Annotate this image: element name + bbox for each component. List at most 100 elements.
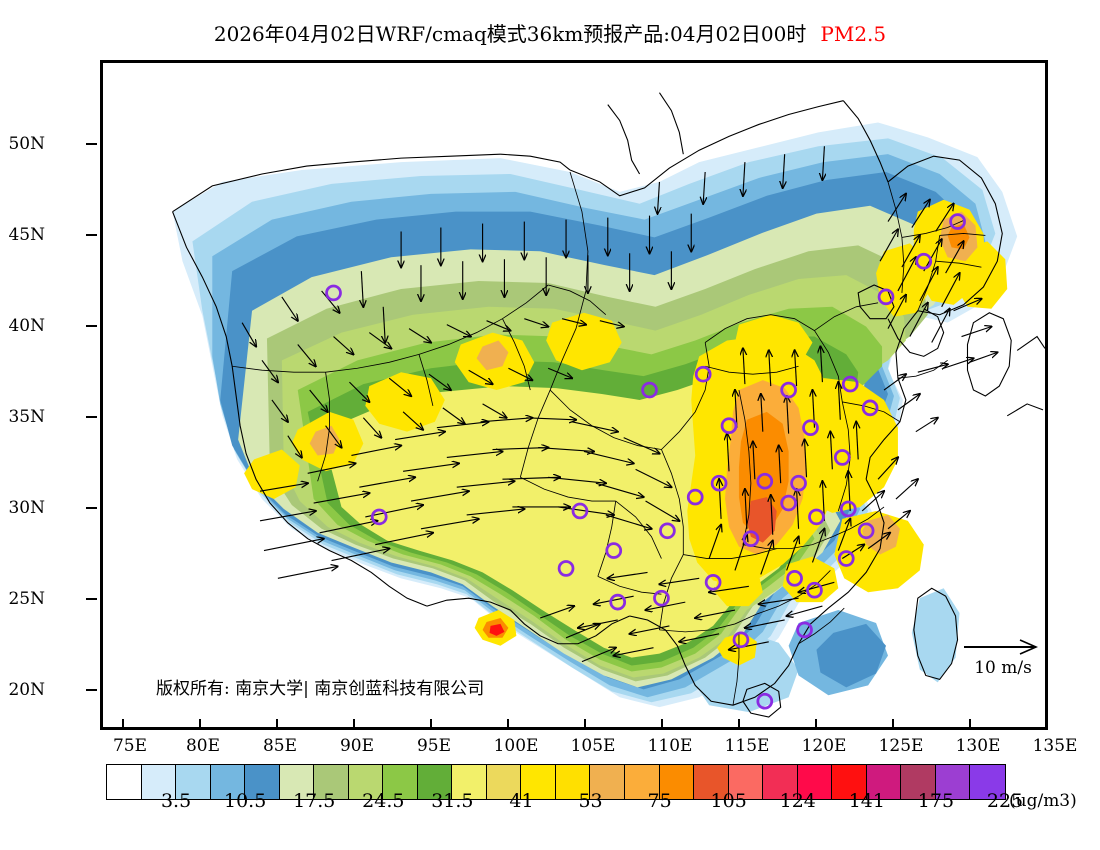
city-marker[interactable] [605,542,623,559]
lat-tickmark [86,416,97,418]
colorbar-cell [245,765,280,799]
colorbar-tick-label: 41 [509,790,534,812]
lat-tick-label: 20N [8,680,45,700]
colorbar-unit-label: (ug/m3) [1009,791,1077,811]
hotspot-southwest-red [474,610,517,646]
lat-tick-label: 35N [8,407,45,427]
lon-tickmark [430,719,432,730]
city-marker[interactable] [915,252,933,270]
city-marker[interactable] [786,570,803,587]
colorbar-cell [935,765,971,799]
city-marker[interactable] [833,449,851,466]
lon-tickmark [353,719,355,730]
city-marker[interactable] [653,589,670,607]
colorbar-tick-label: 105 [710,790,747,812]
city-marker[interactable] [839,500,857,518]
lon-tick-label: 130E [955,736,1001,756]
city-marker[interactable] [557,560,575,577]
city-marker[interactable] [806,581,823,599]
colorbar-tick-label: 3.5 [160,790,192,812]
city-marker[interactable] [756,692,774,710]
lon-tickmark [507,719,509,730]
city-marker[interactable] [641,381,658,399]
city-marker[interactable] [720,417,738,435]
city-marker[interactable] [837,550,855,567]
lon-tick-label: 125E [878,736,924,756]
copyright-notice: 版权所有: 南京大学| 南京创蓝科技有限公司 [156,679,485,699]
species-label: PM2.5 [820,22,887,46]
province-boundaries [232,171,986,706]
colorbar-cell [590,765,625,799]
colorbar-tick-label: 124 [779,790,816,812]
colorbar-cell [694,765,729,799]
colorbar-tick-label: 175 [917,790,955,812]
lon-tick-label: 115E [724,736,770,756]
city-marker[interactable] [609,593,627,611]
colorbar-cell [521,765,556,799]
city-marker[interactable] [732,631,750,649]
colorbar-cell [866,765,902,799]
lat-tick-label: 40N [8,316,45,336]
city-marker[interactable] [808,508,825,526]
city-marker[interactable] [796,621,813,639]
lon-tickmark [969,719,971,730]
lon-tick-label: 105E [570,736,616,756]
colorbar-tick-label: 17.5 [293,790,336,812]
city-marker[interactable] [659,522,676,540]
city-marker[interactable] [780,381,797,399]
city-marker[interactable] [710,474,728,492]
wind-arrow-shaft [964,646,1036,648]
city-marker[interactable] [704,573,722,591]
city-marker[interactable] [742,530,760,548]
colorbar-cell [486,765,522,799]
lat-tickmark [86,598,97,600]
lon-tick-label: 110E [647,736,693,756]
colorbar-cell [107,765,142,799]
lat-tick-label: 50N [8,134,45,154]
lon-tickmark [892,719,894,730]
city-marker[interactable] [790,474,807,492]
city-marker[interactable] [877,288,895,306]
colorbar-cell [141,765,177,799]
lon-tickmark [738,719,740,730]
title-text: 2026年04月02日WRF/cmaq模式36km预报产品:04月02日00时 [213,22,807,46]
colorbar-cell [797,765,833,799]
colorbar-tick-label: 141 [848,790,885,812]
city-marker[interactable] [780,494,797,512]
city-marker[interactable] [571,502,589,520]
city-marker[interactable] [841,375,859,393]
lon-tick-label: 85E [262,736,298,756]
lat-tick-label: 45N [8,225,45,245]
colorbar-cell [314,765,349,799]
city-marker[interactable] [370,508,388,526]
city-marker[interactable] [694,365,712,383]
colorbar-cell [279,765,315,799]
city-marker[interactable] [861,399,879,417]
city-marker[interactable] [949,213,966,230]
lat-tickmark [86,143,97,145]
lat-tick-label: 30N [8,498,45,518]
pm25-contour-map [172,92,1045,718]
colorbar-cell [763,765,798,799]
colorbar-cell [901,765,936,799]
lat-tickmark [86,325,97,327]
page-title: 2026年04月02日WRF/cmaq模式36km预报产品:04月02日00时 P… [0,18,1100,47]
colorbar-cell [176,765,211,799]
colorbar-tick-label: 31.5 [431,790,474,812]
city-marker[interactable] [857,522,875,540]
lon-tick-label: 80E [185,736,221,756]
lon-tick-label: 75E [112,736,148,756]
colorbar-cell [832,765,867,799]
colorbar-tick-label: 24.5 [362,790,405,812]
colorbar-cell [452,765,487,799]
map-plot-area [100,60,1048,730]
city-marker[interactable] [756,472,774,490]
city-marker[interactable] [686,488,704,506]
city-marker[interactable] [325,284,342,302]
colorbar-tick-label: 10.5 [223,790,267,812]
lon-tickmark [661,719,663,730]
lon-tickmark [122,719,124,730]
city-marker[interactable] [802,419,819,437]
city-marker-group [325,213,966,710]
